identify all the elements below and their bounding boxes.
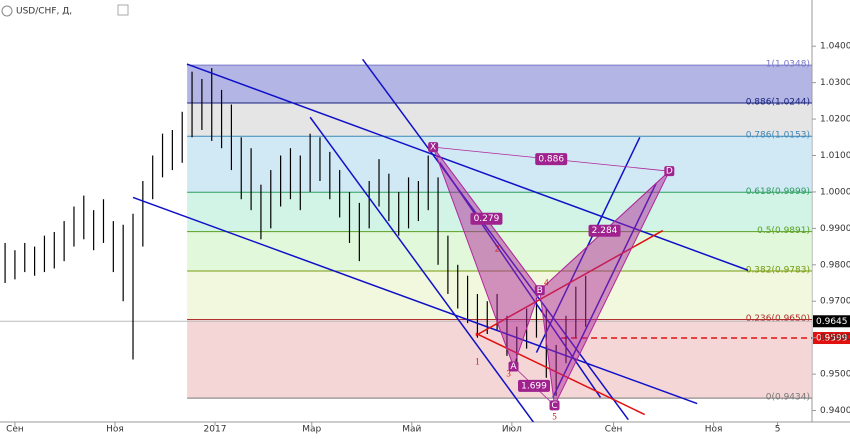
symbol-icon bbox=[1, 5, 13, 17]
price-tag bbox=[813, 315, 850, 328]
fib-label: 1(1.0348) bbox=[766, 60, 810, 70]
fib-label: 0.786(1.0153) bbox=[746, 131, 810, 141]
fib-band bbox=[187, 192, 812, 232]
x-tick-label: 5 bbox=[775, 425, 781, 435]
wave-label: 1 bbox=[475, 357, 480, 367]
x-tick-label: Мар bbox=[302, 425, 321, 435]
pattern-point bbox=[534, 285, 545, 296]
y-tick-label: 0.9800 bbox=[820, 260, 850, 270]
price-tag-label: 0.9645 bbox=[816, 317, 848, 327]
pattern-point-label: A bbox=[510, 362, 517, 372]
y-tick-label: 1.0400 bbox=[820, 42, 850, 52]
ratio-box bbox=[518, 379, 551, 392]
price-tag-label: 0.9599 bbox=[816, 334, 848, 344]
wave-label: 4 bbox=[544, 277, 549, 287]
fib-label: 0.5(0.9891) bbox=[757, 226, 810, 236]
fib-label: 0.618(0.9999) bbox=[746, 187, 810, 197]
ratio-box bbox=[470, 212, 503, 225]
ratio-box bbox=[588, 224, 621, 237]
y-tick-label: 1.0300 bbox=[820, 78, 850, 88]
fib-label: 0.886(1.0244) bbox=[746, 98, 810, 108]
x-tick-label: Сен bbox=[605, 425, 623, 435]
pattern-point bbox=[508, 361, 519, 372]
x-tick-label: Июл bbox=[502, 425, 522, 435]
pattern-point-label: D bbox=[666, 167, 673, 177]
pattern-point bbox=[428, 142, 439, 153]
x-tick-label: Ноя bbox=[705, 425, 723, 435]
x-tick-label: Май bbox=[402, 425, 421, 435]
pattern-point-label: C bbox=[551, 401, 557, 411]
x-tick-label: Ноя bbox=[106, 425, 124, 435]
price-tag bbox=[813, 332, 850, 345]
ratio-label: 0.886 bbox=[538, 155, 564, 165]
chart-title: USD/CHF, Д, bbox=[16, 7, 72, 17]
fib-band bbox=[187, 65, 812, 104]
y-tick-label: 1.0200 bbox=[820, 115, 850, 125]
y-tick-label: 0.9600 bbox=[820, 333, 850, 343]
y-tick-label: 0.9900 bbox=[820, 224, 850, 234]
trendline bbox=[132, 196, 698, 405]
fib-band bbox=[187, 136, 812, 193]
pattern-point-label: B bbox=[537, 286, 543, 296]
y-tick-label: 1.0000 bbox=[820, 187, 850, 197]
wave-label: 3 bbox=[506, 369, 511, 379]
y-tick-label: 1.0100 bbox=[820, 151, 850, 161]
plot-area: 1(1.0348) 0.886(1.0244) 0.786(1.0153) 0.618… bbox=[0, 58, 812, 422]
y-tick-label: 0.9400 bbox=[820, 406, 850, 416]
wave-label: 2 bbox=[495, 244, 500, 254]
pattern-point-label: X bbox=[430, 143, 436, 153]
ratio-label: 2.284 bbox=[592, 226, 618, 236]
fib-band bbox=[187, 319, 812, 399]
fib-label: 0.236(0.9650) bbox=[746, 314, 810, 324]
x-tick-label: 2017 bbox=[204, 425, 227, 435]
wave-label: 5 bbox=[552, 412, 557, 422]
y-tick-label: 0.9700 bbox=[820, 297, 850, 307]
settings-icon bbox=[117, 4, 129, 16]
ratio-box bbox=[535, 153, 568, 166]
y-tick-label: 0.9500 bbox=[820, 370, 850, 380]
fib-band bbox=[187, 103, 812, 137]
fib-label: 0(0.9434) bbox=[766, 393, 810, 403]
pattern-point bbox=[549, 400, 560, 411]
fib-label: 0.382(0.9783) bbox=[746, 265, 810, 275]
pattern-point bbox=[664, 166, 675, 177]
ratio-label: 1.699 bbox=[521, 381, 547, 391]
ratio-label: 0.279 bbox=[474, 214, 500, 224]
x-tick-label: Сен bbox=[6, 425, 24, 435]
trendline bbox=[309, 116, 535, 422]
